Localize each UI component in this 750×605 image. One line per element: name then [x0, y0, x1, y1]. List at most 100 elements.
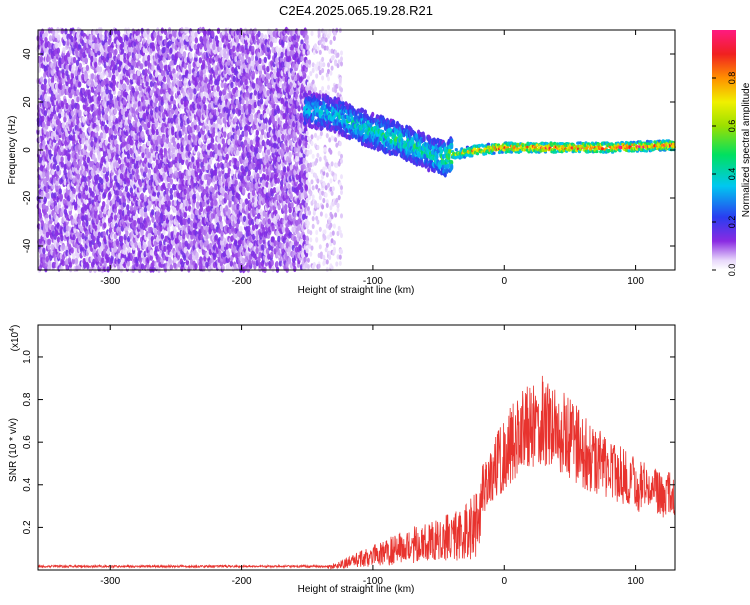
heat-cell: [72, 234, 76, 241]
heat-cell: [83, 148, 87, 156]
heat-cell: [67, 200, 71, 207]
heat-cell: [95, 188, 100, 196]
heat-cell: [41, 121, 46, 128]
heat-cell: [136, 70, 141, 77]
heat-cell: [45, 131, 50, 138]
heat-cell: [81, 233, 85, 240]
heat-cell: [72, 134, 76, 141]
heat-cell: [140, 208, 144, 215]
heat-cell: [98, 66, 103, 73]
heat-cell: [109, 93, 114, 100]
heat-cell: [88, 113, 93, 121]
heat-cell: [196, 194, 200, 201]
heat-cell: [169, 251, 173, 258]
heat-cell: [61, 122, 66, 129]
heat-cell: [126, 204, 130, 211]
heat-cell: [77, 192, 82, 199]
heat-cell: [90, 55, 94, 63]
heat-cell: [42, 139, 46, 147]
heat-cell: [93, 57, 98, 64]
heat-cell: [97, 152, 101, 160]
heat-cell: [211, 30, 215, 38]
heat-cell: [65, 130, 69, 137]
heat-cell: [137, 35, 141, 42]
heat-cell: [236, 129, 241, 136]
heat-cell: [137, 242, 142, 249]
heat-cell: [43, 83, 47, 90]
heat-cell: [56, 236, 61, 243]
heat-cell: [83, 170, 87, 177]
heat-cell: [67, 98, 72, 106]
heat-cell: [120, 235, 124, 242]
heat-cell: [56, 94, 61, 101]
heat-cell: [124, 185, 129, 193]
heat-cell: [226, 252, 230, 259]
heat-cell: [105, 161, 109, 169]
heat-cell: [96, 65, 100, 73]
heat-cell: [42, 171, 46, 178]
heat-cell: [84, 184, 89, 192]
heat-cell: [43, 196, 47, 203]
heat-cell: [96, 125, 100, 132]
heat-cell: [56, 165, 60, 172]
heat-cell: [52, 29, 56, 36]
heat-cell: [153, 31, 157, 38]
heat-cell: [159, 147, 164, 155]
heat-cell: [97, 95, 102, 102]
heat-cell: [112, 79, 117, 87]
heat-cell: [103, 208, 107, 215]
heat-cell: [45, 192, 50, 199]
heat-cell: [65, 230, 69, 237]
heat-cell: [159, 60, 163, 68]
heat-cell: [94, 61, 98, 68]
heat-cell: [193, 193, 197, 200]
heat-cell: [47, 243, 51, 250]
heat-cell: [57, 34, 61, 41]
heat-cell: [54, 42, 59, 49]
heat-cell: [39, 56, 44, 63]
heat-cell: [83, 176, 88, 183]
heat-cell: [151, 209, 155, 216]
heat-cell: [97, 231, 102, 239]
heat-cell: [235, 185, 239, 192]
heat-cell: [78, 74, 82, 81]
heat-cell: [183, 188, 187, 196]
heat-cell: [227, 59, 231, 66]
heat-cell: [183, 211, 187, 219]
heat-cell: [91, 191, 95, 198]
heat-cell: [140, 229, 144, 236]
heat-cell: [101, 85, 105, 93]
heat-cell: [173, 262, 177, 269]
heat-cell: [223, 82, 228, 89]
heat-cell: [81, 96, 85, 103]
heat-cell: [60, 100, 64, 108]
heat-cell: [112, 74, 116, 81]
heat-cell: [201, 59, 206, 66]
heat-cell: [223, 131, 227, 138]
heat-cell: [122, 83, 127, 90]
heat-cell: [78, 143, 82, 151]
heat-cell: [81, 131, 86, 139]
heat-cell: [144, 68, 148, 75]
heat-cell: [241, 257, 245, 264]
heat-cell: [53, 192, 57, 199]
heat-cell: [51, 99, 55, 107]
heat-cell: [38, 212, 43, 219]
heat-cell: [203, 104, 207, 111]
heat-cell: [86, 156, 91, 163]
heat-cell: [248, 242, 252, 249]
heat-cell: [108, 71, 112, 78]
heat-cell: [58, 128, 62, 135]
heat-cell: [194, 37, 198, 44]
heat-cell: [45, 205, 49, 212]
heat-cell: [114, 64, 118, 71]
heat-cell: [61, 259, 65, 267]
heat-cell: [202, 265, 206, 272]
heat-cell: [225, 153, 229, 160]
heat-cell: [100, 182, 104, 190]
heat-cell: [76, 96, 80, 103]
heat-cell: [160, 190, 164, 197]
heat-cell: [140, 192, 144, 199]
heat-cell: [232, 45, 236, 52]
heat-cell: [218, 41, 222, 48]
